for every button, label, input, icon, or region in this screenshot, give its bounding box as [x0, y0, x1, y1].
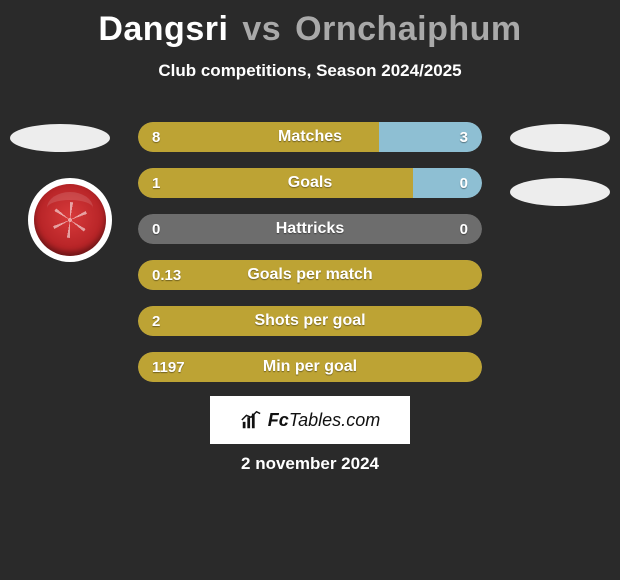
stat-label: Matches — [138, 128, 482, 146]
stat-value-left: 8 — [152, 129, 160, 146]
stat-row: Hattricks0 0 — [138, 214, 482, 244]
club-badge-left — [28, 178, 112, 262]
brand-box[interactable]: FcTables.com — [210, 396, 410, 444]
stat-value-right: 3 — [460, 129, 468, 146]
stat-row: Shots per goal2 — [138, 306, 482, 336]
stat-value-left: 1197 — [152, 359, 185, 376]
stat-value-right: 0 — [460, 175, 468, 192]
comparison-card: Dangsri vs Ornchaiphum Club competitions… — [0, 0, 620, 580]
player2-name: Ornchaiphum — [295, 10, 522, 48]
subtitle: Club competitions, Season 2024/2025 — [0, 61, 620, 81]
vs-text: vs — [242, 10, 281, 48]
stat-row: Min per goal1197 — [138, 352, 482, 382]
stat-label: Goals per match — [138, 266, 482, 284]
stat-label: Goals — [138, 174, 482, 192]
avatar-placeholder-right — [510, 124, 610, 152]
club-badge-icon — [34, 184, 106, 256]
stat-row: Matches8 3 — [138, 122, 482, 152]
stat-value-left: 0.13 — [152, 267, 181, 284]
brand-chart-icon — [240, 409, 262, 431]
player1-name: Dangsri — [98, 10, 228, 48]
club-placeholder-right — [510, 178, 610, 206]
brand-text: FcTables.com — [268, 410, 380, 431]
stat-value-left: 0 — [152, 221, 160, 238]
avatar-placeholder-left — [10, 124, 110, 152]
stat-row: Goals1 0 — [138, 168, 482, 198]
stat-value-left: 1 — [152, 175, 160, 192]
stat-row: Goals per match0.13 — [138, 260, 482, 290]
stat-label: Hattricks — [138, 220, 482, 238]
stat-label: Min per goal — [138, 358, 482, 376]
date-text: 2 november 2024 — [0, 454, 620, 474]
stat-label: Shots per goal — [138, 312, 482, 330]
page-title: Dangsri vs Ornchaiphum — [0, 0, 620, 49]
stat-bars: Matches83Goals10Hattricks00Goals per mat… — [138, 122, 482, 398]
stat-value-left: 2 — [152, 313, 160, 330]
stat-value-right: 0 — [460, 221, 468, 238]
